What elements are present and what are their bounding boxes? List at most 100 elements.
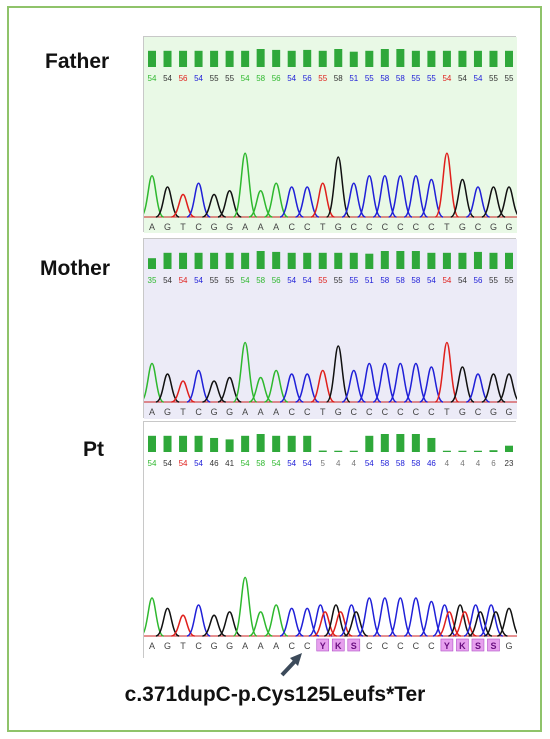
quality-value: 56 (303, 74, 312, 83)
quality-bar (287, 252, 296, 269)
peak-C (403, 174, 428, 218)
quality-value: 58 (334, 74, 343, 83)
peak-A (264, 604, 289, 637)
quality-value: 55 (210, 276, 219, 285)
base-call: Y (444, 641, 450, 651)
quality-bar (427, 437, 436, 452)
base-call: A (242, 641, 248, 651)
mixed-base-highlight (440, 638, 454, 652)
quality-bar (380, 434, 389, 452)
base-call: A (273, 641, 279, 651)
base-call: T (180, 222, 186, 232)
quality-value: 4 (460, 459, 465, 468)
peak-G (450, 366, 475, 403)
peak-C (465, 373, 490, 403)
quality-value: 54 (272, 459, 281, 468)
quality-bar (148, 50, 156, 67)
quality-bar (318, 450, 327, 452)
quality-value: 54 (194, 459, 203, 468)
base-call: C (304, 222, 311, 232)
peak-G (202, 193, 226, 218)
quality-value: 56 (272, 276, 281, 285)
quality-value: 51 (349, 74, 358, 83)
quality-value: 55 (210, 74, 219, 83)
base-call: G (459, 407, 466, 417)
patient-label: Pt (83, 438, 104, 461)
base-call: C (428, 407, 435, 417)
peak-A (248, 611, 273, 637)
quality-value: 54 (241, 74, 250, 83)
peak-C (279, 373, 304, 403)
peak-A (232, 341, 258, 403)
quality-bar (442, 450, 451, 452)
quality-bar (256, 251, 265, 269)
quality-value: 54 (194, 74, 203, 83)
mixed-base-highlight (487, 638, 500, 652)
quality-bar (225, 252, 234, 269)
base-call: A (149, 641, 155, 651)
base-call: S (351, 641, 357, 651)
quality-bar (163, 252, 172, 269)
peak-G (202, 380, 226, 403)
quality-value: 55 (505, 276, 514, 285)
base-call: C (413, 222, 420, 232)
base-call: S (490, 641, 496, 651)
base-call: C (304, 407, 311, 417)
peak-G (325, 345, 351, 403)
quality-value: 54 (442, 276, 451, 285)
quality-bar (458, 252, 467, 269)
base-call: G (335, 222, 342, 232)
base-call: K (459, 641, 466, 651)
peak-T (434, 341, 460, 403)
peak-C (186, 182, 211, 218)
quality-value: 56 (474, 276, 483, 285)
base-call: C (351, 407, 358, 417)
quality-value: 54 (148, 459, 157, 468)
base-call: C (288, 641, 295, 651)
quality-bar (334, 49, 343, 67)
peak-C (463, 604, 488, 637)
quality-bar (256, 49, 265, 67)
peak-A (232, 152, 258, 218)
base-call: A (258, 641, 264, 651)
base-call: A (273, 407, 279, 417)
peak-A (144, 174, 165, 218)
quality-bar (318, 50, 327, 67)
quality-value: 56 (272, 74, 281, 83)
quality-bar (272, 49, 281, 67)
peak-T (313, 611, 337, 637)
base-call: C (413, 407, 420, 417)
peak-C (403, 362, 428, 403)
base-call: G (164, 407, 171, 417)
quality-value: 54 (163, 459, 172, 468)
base-call: G (226, 407, 233, 417)
quality-value: 4 (476, 459, 481, 468)
quality-value: 55 (225, 276, 234, 285)
quality-value: 46 (427, 459, 436, 468)
quality-value: 54 (287, 459, 296, 468)
quality-value: 35 (148, 276, 157, 285)
peak-A (264, 182, 289, 218)
quality-value: 58 (396, 276, 405, 285)
base-call: C (288, 222, 295, 232)
quality-value: 54 (474, 74, 483, 83)
base-call: G (226, 641, 233, 651)
base-call: G (164, 641, 171, 651)
peak-C (279, 607, 304, 637)
peak-C (372, 362, 397, 403)
base-call: T (444, 222, 450, 232)
peak-C (479, 604, 504, 637)
quality-bar (380, 251, 389, 269)
peak-A (248, 189, 273, 218)
quality-bar (287, 435, 296, 452)
peak-G (202, 614, 226, 637)
peak-G (448, 604, 473, 637)
quality-value: 51 (365, 276, 374, 285)
peak-T (171, 193, 195, 218)
quality-bar (210, 252, 219, 269)
base-call: C (382, 222, 389, 232)
peak-C (357, 597, 382, 637)
peak-C (388, 174, 413, 218)
quality-bar (349, 450, 358, 452)
quality-bar (303, 252, 312, 269)
